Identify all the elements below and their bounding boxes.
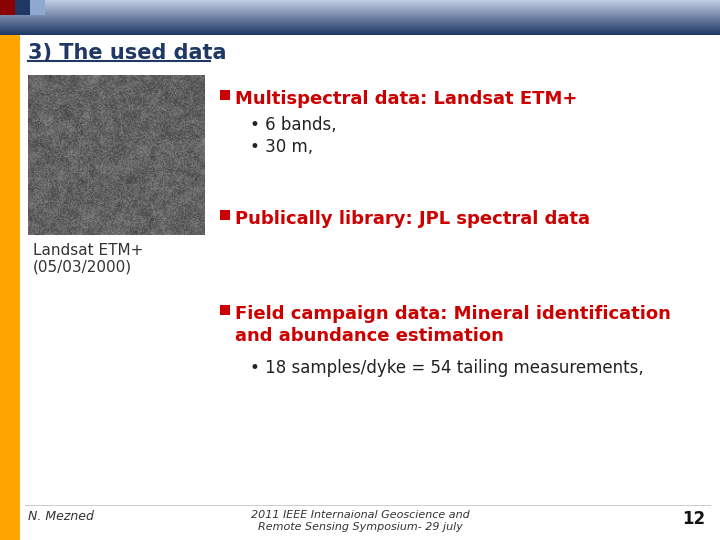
Text: 2011 IEEE Internaional Geoscience and: 2011 IEEE Internaional Geoscience and xyxy=(251,510,469,520)
Bar xyxy=(0,23,720,24)
Bar xyxy=(0,30,720,31)
Bar xyxy=(0,15,720,16)
Text: Multispectral data: Landsat ETM+: Multispectral data: Landsat ETM+ xyxy=(235,90,577,108)
Bar xyxy=(0,9,720,10)
Bar xyxy=(0,20,720,21)
Bar xyxy=(0,24,720,25)
Text: • 30 m,: • 30 m, xyxy=(250,138,313,156)
Bar xyxy=(0,33,720,34)
Bar xyxy=(0,5,720,6)
Bar xyxy=(0,27,720,28)
Bar xyxy=(0,13,720,14)
Bar xyxy=(0,21,720,22)
Text: 12: 12 xyxy=(682,510,705,528)
Bar xyxy=(30,0,45,15)
Text: N. Mezned: N. Mezned xyxy=(28,510,94,523)
Bar xyxy=(0,18,720,19)
Bar xyxy=(0,16,720,17)
Bar xyxy=(0,29,720,30)
Bar xyxy=(0,0,15,15)
Text: • 18 samples/dyke = 54 tailing measurements,: • 18 samples/dyke = 54 tailing measureme… xyxy=(250,359,644,377)
Bar xyxy=(0,1,720,2)
Text: Publically library: JPL spectral data: Publically library: JPL spectral data xyxy=(235,210,590,228)
Bar xyxy=(0,12,720,13)
Bar xyxy=(0,4,720,5)
Bar xyxy=(0,6,720,7)
Bar xyxy=(0,8,720,9)
Text: Remote Sensing Symposium- 29 july: Remote Sensing Symposium- 29 july xyxy=(258,522,462,532)
Text: and abundance estimation: and abundance estimation xyxy=(235,327,504,345)
Text: 3) The used data: 3) The used data xyxy=(28,43,227,63)
Bar xyxy=(0,14,720,15)
Bar xyxy=(15,0,30,15)
Text: (05/03/2000): (05/03/2000) xyxy=(33,259,132,274)
Bar xyxy=(0,10,720,11)
Bar xyxy=(0,28,720,29)
Bar xyxy=(0,0,720,1)
Bar xyxy=(220,210,230,220)
Bar xyxy=(220,90,230,100)
Bar xyxy=(0,34,720,35)
Bar xyxy=(0,25,720,26)
Text: Field campaign data: Mineral identification: Field campaign data: Mineral identificat… xyxy=(235,305,671,323)
Bar xyxy=(0,22,720,23)
Bar xyxy=(0,17,720,18)
Bar xyxy=(0,3,720,4)
Bar xyxy=(0,31,720,32)
Bar xyxy=(0,26,720,27)
Bar xyxy=(0,19,720,20)
Bar xyxy=(0,35,20,540)
Bar xyxy=(0,7,720,8)
Bar xyxy=(0,32,720,33)
Bar xyxy=(0,11,720,12)
Text: Landsat ETM+: Landsat ETM+ xyxy=(33,243,143,258)
Bar xyxy=(220,305,230,315)
Bar xyxy=(0,2,720,3)
Text: • 6 bands,: • 6 bands, xyxy=(250,116,337,134)
